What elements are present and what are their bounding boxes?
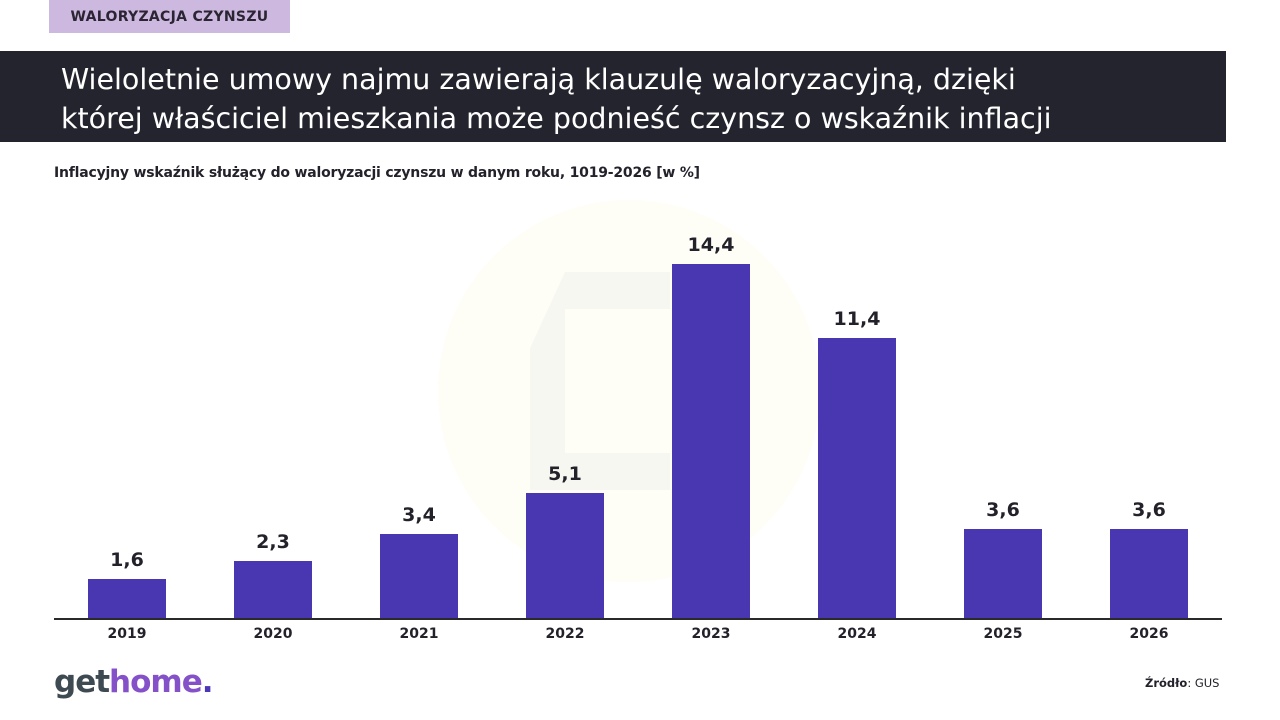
bar-value-label: 14,4 bbox=[687, 234, 735, 256]
bar-2026: 3,6 bbox=[1110, 495, 1188, 618]
x-tick-label: 2026 bbox=[1129, 626, 1169, 642]
bar-chart: 1,6 2019 2,3 2020 3,4 2021 5,1 2022 14,4 2023 11,4… bbox=[54, 200, 1222, 642]
bar-value-label: 5,1 bbox=[548, 463, 582, 485]
x-tick-label: 2023 bbox=[691, 626, 731, 642]
x-tick-label: 2025 bbox=[983, 626, 1023, 642]
bar-value-label: 1,6 bbox=[110, 549, 144, 571]
headline-banner bbox=[0, 51, 1226, 142]
section-tag: WALORYZACJA CZYNSZU bbox=[49, 0, 290, 33]
x-tick-label: 2020 bbox=[253, 626, 293, 642]
bar-2022: 5,1 bbox=[526, 459, 604, 618]
watermark-circle-icon bbox=[438, 200, 820, 582]
bar-rect bbox=[526, 493, 604, 618]
x-tick-label: 2019 bbox=[107, 626, 147, 642]
headline: Wieloletnie umowy najmu zawierają klauzu… bbox=[61, 60, 1221, 138]
x-axis-line bbox=[54, 618, 1222, 620]
headline-line-2: której właściciel mieszkania może podnie… bbox=[61, 102, 1052, 135]
bar-value-label: 2,3 bbox=[256, 531, 290, 553]
bar-rect bbox=[88, 579, 166, 618]
bar-rect bbox=[672, 264, 750, 618]
x-tick-label: 2024 bbox=[837, 626, 877, 642]
bar-2020: 2,3 bbox=[234, 527, 312, 618]
bar-value-label: 3,4 bbox=[402, 504, 436, 526]
bar-value-label: 3,6 bbox=[1132, 499, 1166, 521]
bar-2021: 3,4 bbox=[380, 500, 458, 618]
bar-value-label: 11,4 bbox=[833, 308, 881, 330]
bar-value-label: 3,6 bbox=[986, 499, 1020, 521]
bar-rect bbox=[234, 561, 312, 618]
bar-rect bbox=[818, 338, 896, 618]
gethome-logo: gethome. bbox=[54, 664, 214, 700]
bar-2024: 11,4 bbox=[818, 304, 896, 618]
bar-2023: 14,4 bbox=[672, 230, 750, 618]
bar-rect bbox=[1110, 529, 1188, 618]
x-tick-label: 2021 bbox=[399, 626, 439, 642]
bar-rect bbox=[380, 534, 458, 618]
chart-title: Inflacyjny wskaźnik służący do waloryzac… bbox=[54, 165, 700, 181]
source-note: Źródło: GUS bbox=[1145, 676, 1220, 690]
bar-2025: 3,6 bbox=[964, 495, 1042, 618]
bar-rect bbox=[964, 529, 1042, 618]
headline-line-1: Wieloletnie umowy najmu zawierają klauzu… bbox=[61, 63, 1016, 96]
x-tick-label: 2022 bbox=[545, 626, 585, 642]
bar-2019: 1,6 bbox=[88, 545, 166, 618]
